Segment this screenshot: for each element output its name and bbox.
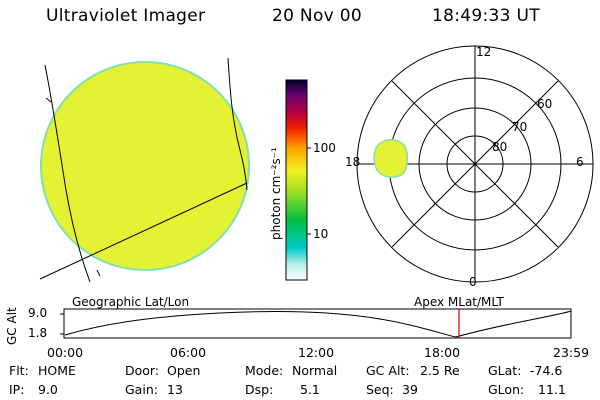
seq-label: Seq: <box>366 382 394 397</box>
colorbar-tick-10: 10 <box>313 227 329 241</box>
tick-mark <box>45 97 52 103</box>
longitude-line <box>227 57 248 191</box>
gain-label: Gain: <box>125 382 158 397</box>
door-value: Open <box>167 363 201 378</box>
colorbar-unit-label: photon cm⁻²s⁻¹ <box>269 147 283 240</box>
glat-label: GLat: <box>488 363 522 378</box>
polar-plot <box>356 45 594 283</box>
mlt-label-0: 0 <box>469 275 477 289</box>
mode-value: Normal <box>292 363 338 378</box>
time-tick-1800: 18:00 <box>424 345 461 360</box>
auroral-emission-patch <box>373 139 408 178</box>
orbit-axis-label: GC Alt <box>5 307 19 345</box>
time-tick-1200: 12:00 <box>298 345 335 360</box>
door-label: Door: <box>125 363 160 378</box>
gain-value: 13 <box>167 382 183 397</box>
mlt-label-12: 12 <box>476 45 492 59</box>
flt-value: HOME <box>38 363 76 378</box>
glon-value: 11.1 <box>538 382 566 397</box>
flt-label: Flt: <box>9 363 29 378</box>
gcalt-value: 2.5 Re <box>420 363 460 378</box>
image-time: 18:49:33 UT <box>432 6 540 26</box>
orbit-right-title: Apex MLat/MLT <box>414 295 504 309</box>
tick-mark <box>96 269 101 277</box>
orbit-ytick-high: 9.0 <box>28 306 48 320</box>
orbit-ytick-low: 1.8 <box>28 326 48 340</box>
ip-label: IP: <box>9 382 25 397</box>
mlat-label-80: 80 <box>492 140 508 154</box>
mlt-spoke <box>391 80 559 248</box>
orbit-left-title: Geographic Lat/Lon <box>72 295 190 309</box>
geographic-image <box>39 57 250 283</box>
orbit-plot-frame <box>63 308 572 339</box>
dsp-label: Dsp: <box>245 382 274 397</box>
colorbar-tick-100: 100 <box>313 141 336 155</box>
altitude-curve <box>64 310 572 338</box>
color-bar <box>285 79 311 281</box>
time-tick-0600: 06:00 <box>170 345 207 360</box>
ip-value: 9.0 <box>38 382 58 397</box>
time-tick-2359: 23:59 <box>553 345 590 360</box>
dsp-value: 5.1 <box>300 382 320 397</box>
glon-label: GLon: <box>488 382 525 397</box>
mlt-label-18: 18 <box>345 155 361 169</box>
latitude-line <box>39 182 248 280</box>
mode-label: Mode: <box>245 363 284 378</box>
color-scale <box>285 79 308 281</box>
mlat-label-60: 60 <box>537 97 553 111</box>
glat-value: -74.6 <box>530 363 563 378</box>
orbit-panel <box>60 308 572 339</box>
mlt-label-6: 6 <box>576 155 584 169</box>
time-tick-0000: 00:00 <box>47 345 84 360</box>
instrument-title: Ultraviolet Imager <box>46 6 206 26</box>
longitude-line <box>44 64 91 283</box>
seq-value: 39 <box>402 382 418 397</box>
gcalt-label: GC Alt: <box>366 363 410 378</box>
image-date: 20 Nov 00 <box>272 6 362 26</box>
mlat-label-70: 70 <box>512 120 528 134</box>
